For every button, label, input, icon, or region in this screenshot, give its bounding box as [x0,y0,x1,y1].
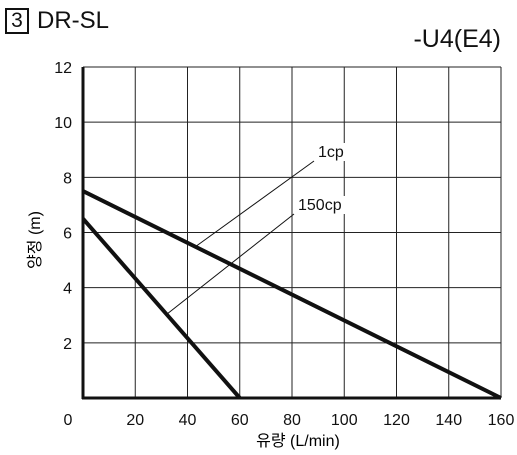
x-tick-label: 160 [488,412,515,429]
annotation-label: 1cp [318,144,344,161]
annotation-label: 150cp [298,197,342,214]
x-tick-label: 120 [383,412,410,429]
x-tick-label: 80 [283,412,301,429]
chart-grid [83,66,502,398]
x-tick-label: 100 [331,412,358,429]
chart-series [81,189,502,400]
y-tick-label: 8 [63,170,72,187]
x-tick-label: 60 [231,412,249,429]
model-label: -U4(E4) [413,25,501,53]
y-tick-label: 4 [63,281,72,298]
y-axis-label: 양정 (m) [26,211,44,269]
annotation-label-background [316,143,349,161]
chart-axes [81,67,501,400]
figure-title: DR-SL [37,7,110,34]
series-line-1cp [82,189,502,400]
y-tick-label: 6 [63,226,72,243]
series-line-150cp [81,217,242,400]
x-tick-label: 0 [64,412,73,429]
figure-number: 3 [5,8,29,34]
x-axis-label: 유량 (L/min) [256,432,340,450]
y-tick-label: 12 [54,60,72,77]
y-tick-label: 2 [63,336,72,353]
x-tick-labels: 0 20 40 60 80 100 120 140 160 [64,412,515,429]
figure-header: 3 DR-SL -U4(E4) [0,0,517,70]
x-tick-label: 20 [126,412,144,429]
y-tick-label: 10 [54,115,72,132]
x-tick-label: 40 [179,412,197,429]
annotation-label-background [296,196,347,214]
annotation-leader [195,160,315,248]
chart-annotations: 1cp 150cp [296,143,349,214]
x-tick-label: 140 [435,412,462,429]
y-tick-labels: 2 4 6 8 10 12 [54,60,72,353]
